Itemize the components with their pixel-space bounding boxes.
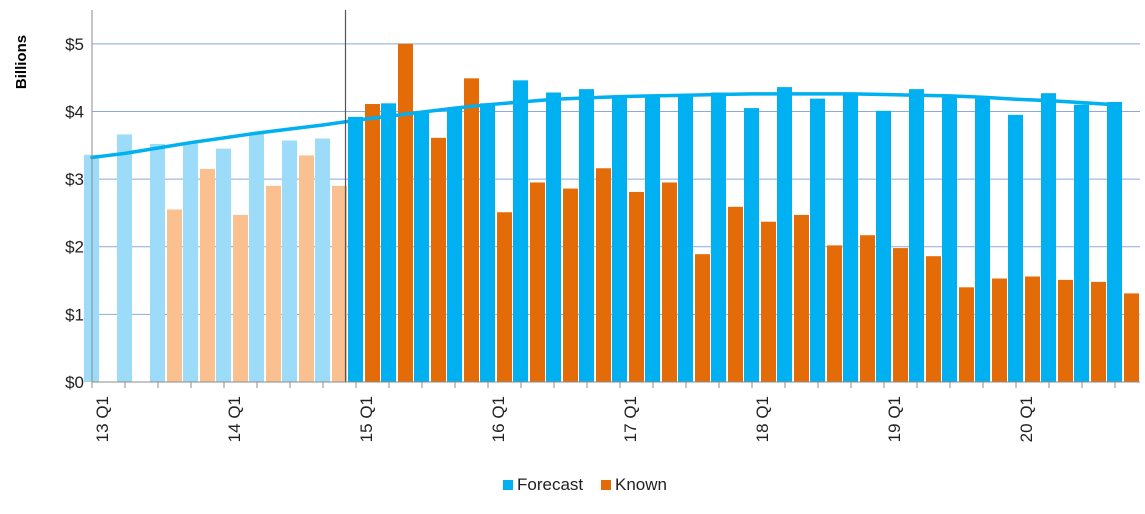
known-bar bbox=[1091, 281, 1106, 382]
known-bar bbox=[332, 185, 347, 382]
forecast-bar bbox=[1074, 104, 1089, 382]
y-tick-label: $2 bbox=[65, 238, 84, 257]
y-tick-label: $5 bbox=[65, 35, 84, 54]
known-bar bbox=[464, 78, 479, 382]
known-bar bbox=[563, 188, 578, 382]
known-bar bbox=[992, 278, 1007, 382]
legend-forecast-swatch bbox=[503, 480, 513, 490]
y-tick-label: $3 bbox=[65, 170, 84, 189]
known-bar bbox=[431, 137, 446, 382]
forecast-bar bbox=[1008, 114, 1023, 382]
forecast-bar bbox=[1107, 101, 1122, 383]
forecast-bar bbox=[282, 140, 297, 382]
known-bar bbox=[530, 182, 545, 382]
x-tick-label: 13 Q1 bbox=[93, 396, 112, 442]
forecast-bar bbox=[678, 96, 693, 382]
forecast-bar bbox=[975, 98, 990, 382]
forecast-bar bbox=[414, 112, 429, 382]
forecast-bar bbox=[183, 143, 198, 382]
x-tick-label: 18 Q1 bbox=[753, 396, 772, 442]
forecast-bar bbox=[711, 92, 726, 383]
forecast-bar bbox=[216, 148, 231, 382]
known-bar bbox=[200, 168, 215, 382]
known-bar bbox=[629, 191, 644, 382]
known-bar bbox=[398, 43, 413, 383]
y-tick-label: $4 bbox=[65, 102, 84, 121]
legend-known-label: Known bbox=[615, 475, 667, 494]
known-bar bbox=[662, 182, 677, 382]
known-bar bbox=[893, 248, 908, 382]
known-bar bbox=[860, 235, 875, 382]
forecast-bar bbox=[447, 108, 462, 382]
forecast-bar bbox=[942, 96, 957, 382]
x-tick-label: 16 Q1 bbox=[489, 396, 508, 442]
known-bar bbox=[233, 214, 248, 382]
x-tick-label: 17 Q1 bbox=[621, 396, 640, 442]
x-tick-label: 20 Q1 bbox=[1017, 396, 1036, 442]
known-bar bbox=[1058, 279, 1073, 382]
known-bar bbox=[497, 212, 512, 382]
trend-line bbox=[90, 92, 1117, 160]
known-bar bbox=[794, 214, 809, 382]
known-bar bbox=[299, 155, 314, 382]
known-bar bbox=[695, 254, 710, 382]
y-tick-label: $0 bbox=[65, 373, 84, 392]
forecast-bar bbox=[249, 133, 264, 382]
forecast-bar bbox=[777, 87, 792, 382]
forecast-bar bbox=[348, 116, 363, 383]
x-tick-label: 15 Q1 bbox=[357, 396, 376, 442]
y-axis-title: Billions bbox=[13, 35, 30, 89]
forecast-bar bbox=[744, 108, 759, 382]
legend-forecast-label: Forecast bbox=[517, 475, 583, 494]
forecast-bar bbox=[381, 103, 396, 382]
forecast-bar bbox=[579, 89, 594, 382]
forecast-bar bbox=[117, 134, 132, 382]
forecast-bar bbox=[876, 110, 891, 382]
known-bar bbox=[596, 168, 611, 382]
forecast-bar bbox=[315, 138, 330, 382]
known-bar bbox=[827, 245, 842, 382]
forecast-bar bbox=[810, 98, 825, 382]
forecast-bar bbox=[843, 93, 858, 383]
forecast-bar bbox=[150, 143, 165, 382]
forecast-bar bbox=[513, 80, 528, 382]
forecast-bar bbox=[480, 103, 495, 382]
x-tick-label: 14 Q1 bbox=[225, 396, 244, 442]
legend-known-swatch bbox=[601, 480, 611, 490]
known-bar bbox=[959, 287, 974, 382]
x-tick-label: 19 Q1 bbox=[885, 396, 904, 442]
forecast-bar bbox=[1041, 93, 1056, 383]
forecast-bar bbox=[546, 92, 561, 383]
known-bar bbox=[365, 104, 380, 383]
forecast-bar bbox=[612, 97, 627, 382]
known-bar bbox=[761, 221, 776, 382]
known-bar bbox=[167, 209, 182, 382]
forecast-bar bbox=[909, 89, 924, 382]
known-bar bbox=[1025, 276, 1040, 382]
known-bar bbox=[926, 256, 941, 382]
known-bar bbox=[1124, 293, 1139, 382]
known-bar bbox=[266, 185, 281, 382]
forecast-bar bbox=[645, 96, 660, 382]
known-bar bbox=[728, 206, 743, 382]
y-tick-label: $1 bbox=[65, 305, 84, 324]
